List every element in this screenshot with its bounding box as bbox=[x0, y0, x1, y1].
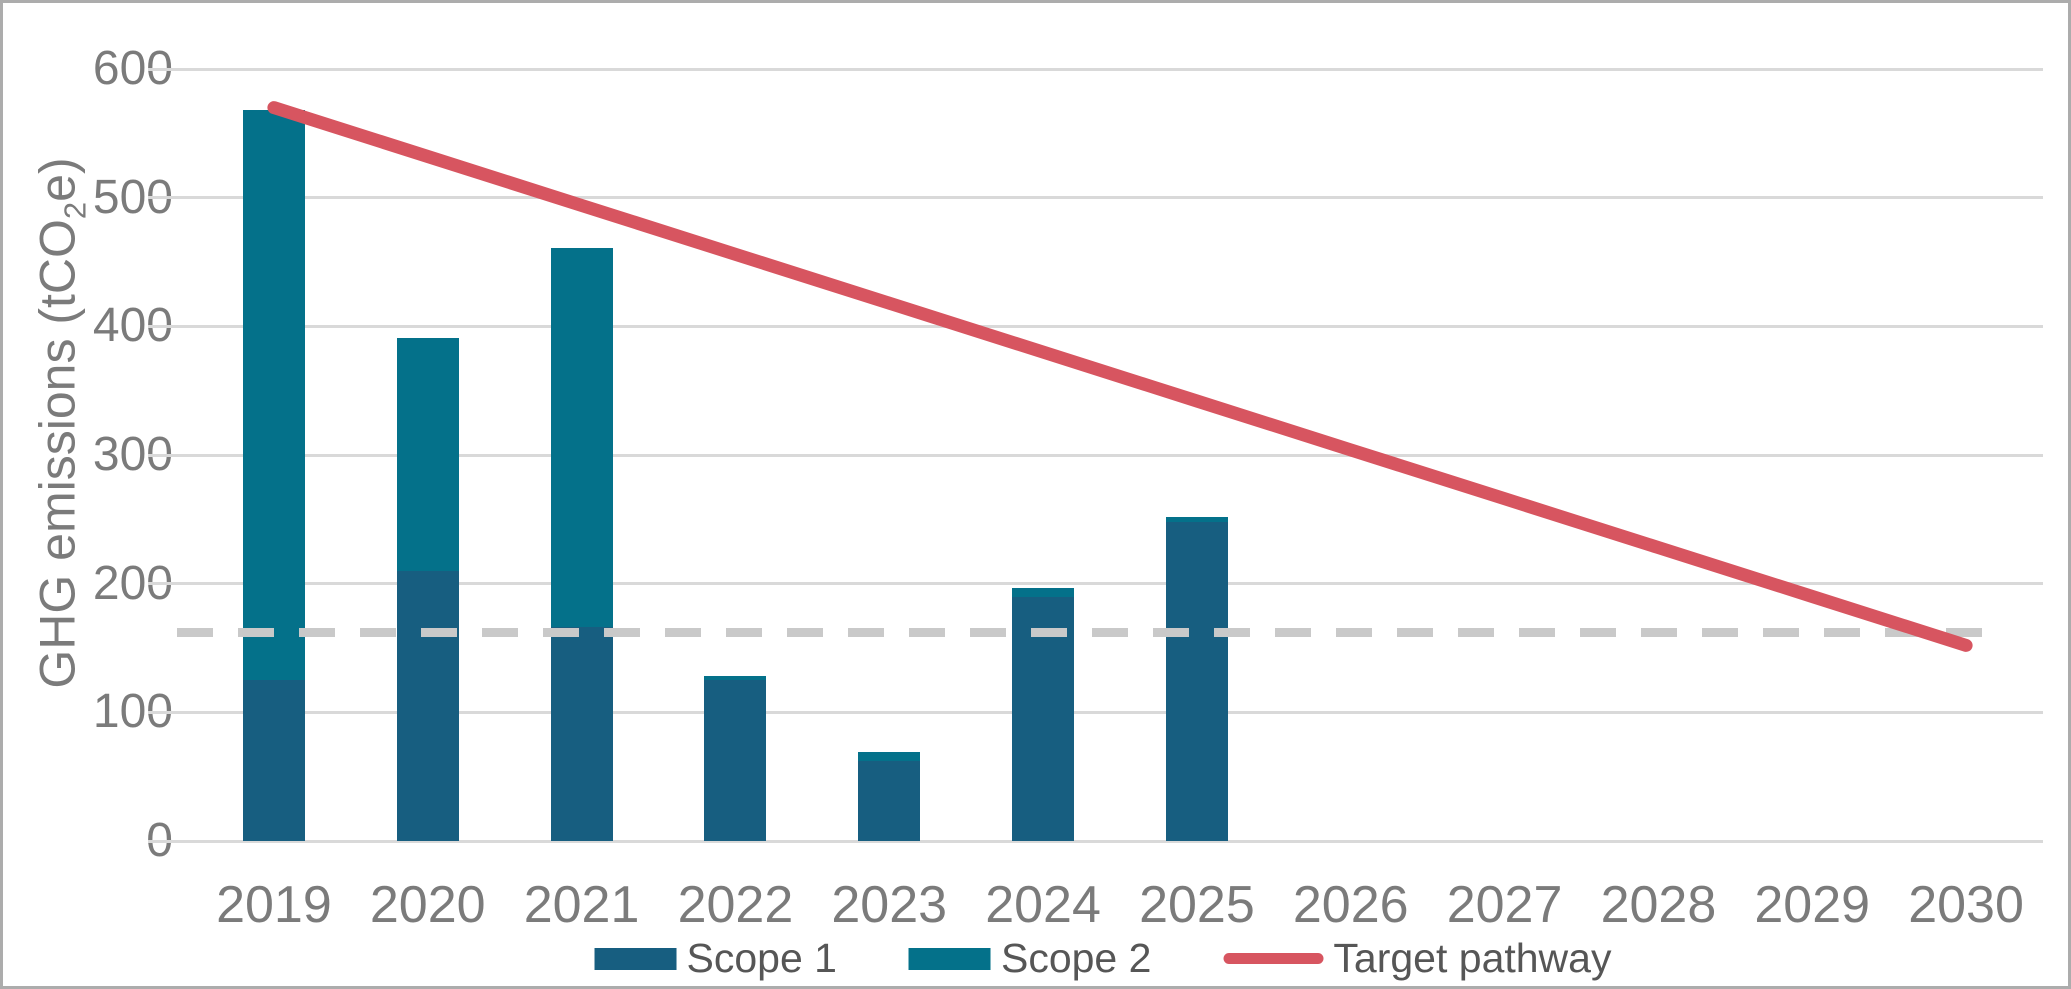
x-label-2027: 2027 bbox=[1446, 876, 1563, 934]
target-pathway-polyline bbox=[267, 101, 1973, 652]
bar-2020-scope-1-segment bbox=[396, 570, 459, 841]
bar-2022-scope-1-segment bbox=[704, 680, 767, 841]
bar-2023 bbox=[858, 752, 921, 841]
bar-2024-scope-1-segment bbox=[1012, 596, 1075, 841]
target-line-swatch-icon bbox=[1223, 953, 1324, 964]
bar-2022-scope-2-segment bbox=[704, 676, 767, 681]
bar-2021 bbox=[550, 247, 613, 841]
x-label-2019: 2019 bbox=[216, 876, 332, 934]
gridline-500 bbox=[148, 196, 2043, 200]
bar-2021-scope-2-segment bbox=[550, 247, 613, 628]
scope1-swatch-icon bbox=[594, 947, 677, 970]
x-label-2023: 2023 bbox=[831, 876, 948, 934]
bar-2023-scope-1-segment bbox=[858, 761, 921, 841]
bar-2022 bbox=[704, 676, 767, 841]
legend-item-scope1: Scope 1 bbox=[594, 935, 837, 982]
x-label-2030: 2030 bbox=[1908, 876, 2024, 934]
target-pathway-line bbox=[267, 101, 1973, 652]
x-label-2028: 2028 bbox=[1600, 876, 1717, 934]
bar-2019 bbox=[242, 110, 305, 841]
gridline-200 bbox=[148, 582, 2043, 586]
legend-label-target: Target pathway bbox=[1333, 935, 1612, 981]
x-label-2020: 2020 bbox=[369, 876, 486, 934]
x-label-2024: 2024 bbox=[985, 876, 1101, 934]
legend-item-target: Target pathway bbox=[1223, 935, 1611, 982]
bar-2024 bbox=[1012, 587, 1075, 841]
legend-item-scope2: Scope 2 bbox=[908, 935, 1152, 982]
x-label-2021: 2021 bbox=[523, 876, 640, 934]
scope2-swatch-icon bbox=[908, 947, 991, 970]
x-label-2026: 2026 bbox=[1292, 876, 1409, 934]
gridline-600 bbox=[148, 67, 2043, 71]
gridline-0 bbox=[148, 839, 2043, 843]
bar-2025 bbox=[1165, 516, 1228, 841]
bar-2025-scope-2-segment bbox=[1165, 516, 1228, 522]
gridline-300 bbox=[148, 453, 2043, 457]
bar-2024-scope-2-segment bbox=[1012, 587, 1075, 597]
legend: Scope 1 Scope 2 Target pathway bbox=[594, 935, 1611, 982]
dashed-reference-line bbox=[177, 628, 2003, 638]
bar-2019-scope-1-segment bbox=[242, 680, 305, 841]
x-label-2025: 2025 bbox=[1139, 876, 1255, 934]
bar-2023-scope-2-segment bbox=[858, 752, 921, 762]
gridlines bbox=[148, 67, 2043, 843]
bar-2019-scope-2-segment bbox=[242, 110, 305, 681]
bar-2025-scope-1-segment bbox=[1165, 521, 1228, 841]
x-label-2029: 2029 bbox=[1754, 876, 1871, 934]
gridline-400 bbox=[148, 324, 2043, 328]
bar-2021-scope-1-segment bbox=[550, 627, 613, 841]
gridline-100 bbox=[148, 710, 2043, 714]
x-label-2022: 2022 bbox=[677, 876, 794, 934]
legend-label-scope1: Scope 1 bbox=[686, 935, 837, 981]
bar-2020-scope-2-segment bbox=[396, 337, 459, 571]
bar-2020 bbox=[396, 337, 459, 841]
plot-area bbox=[148, 67, 2043, 843]
bars bbox=[197, 69, 2043, 841]
legend-label-scope2: Scope 2 bbox=[1000, 935, 1152, 981]
